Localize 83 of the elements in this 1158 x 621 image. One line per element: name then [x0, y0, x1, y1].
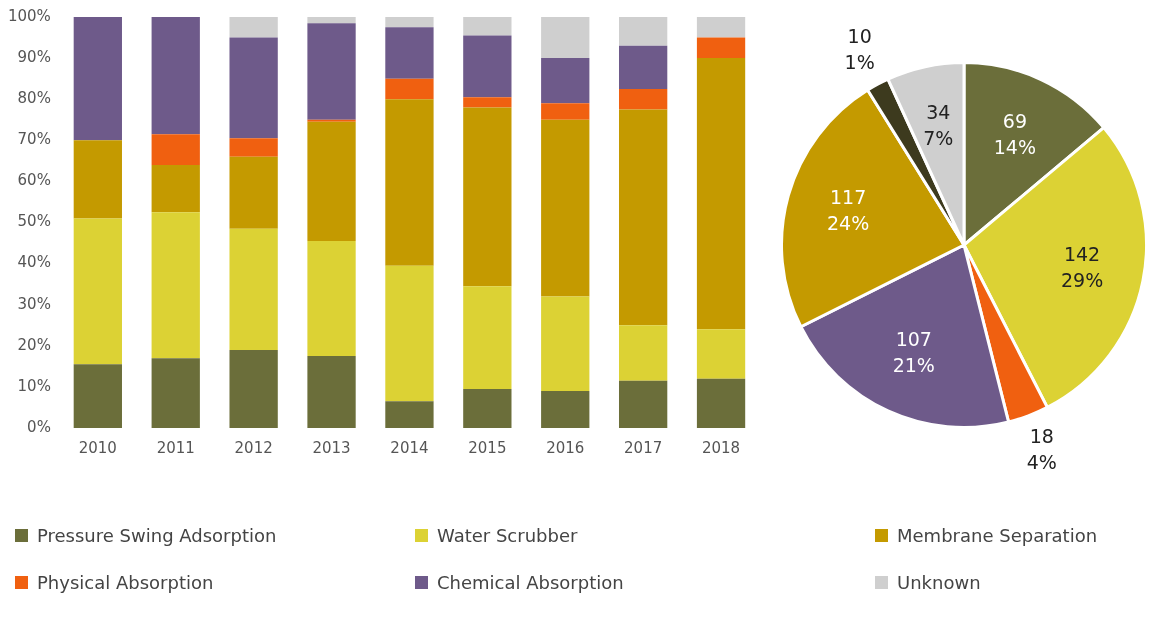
bar — [151, 164, 200, 213]
bar — [619, 88, 668, 110]
data-label: 107 21% — [892, 328, 935, 377]
bar — [463, 97, 512, 108]
bar — [151, 212, 200, 359]
bar — [229, 138, 278, 157]
bar — [696, 17, 746, 38]
y-tick-label: 10% — [17, 376, 51, 395]
x-tick-label: 2012 — [234, 438, 273, 457]
bar — [229, 37, 278, 139]
y-tick-label: 40% — [17, 253, 51, 272]
bar — [229, 156, 278, 229]
bar — [307, 23, 356, 120]
bar — [696, 37, 746, 59]
x-tick-label: 2017 — [624, 438, 663, 457]
bar — [385, 27, 434, 79]
x-tick-label: 2018 — [701, 438, 741, 457]
data-label: 34 7% — [923, 101, 954, 150]
x-tick-label: 2014 — [390, 438, 429, 457]
bar — [463, 35, 512, 98]
legend-label: Membrane Separation — [897, 525, 1098, 546]
y-tick-label: 80% — [17, 89, 51, 108]
bar — [541, 391, 590, 428]
bar — [696, 378, 746, 428]
bar — [541, 296, 590, 392]
data-label: 69 14% — [993, 109, 1036, 158]
bar — [307, 356, 356, 428]
legend-label: Water Scrubber — [437, 525, 578, 546]
x-tick-label: 2015 — [468, 438, 507, 457]
bar — [619, 380, 668, 428]
bar — [541, 58, 590, 104]
bar — [619, 109, 668, 326]
bar — [151, 134, 200, 165]
x-tick-label: 2016 — [546, 438, 585, 457]
bar — [229, 349, 278, 428]
data-label: 142 29% — [1060, 242, 1104, 291]
bar — [619, 45, 668, 89]
data-label: 18 4% — [1026, 425, 1057, 474]
bar — [463, 17, 512, 36]
x-tick-label: 2010 — [78, 438, 117, 457]
bar — [307, 17, 356, 24]
bar — [463, 107, 512, 287]
bar — [385, 265, 434, 402]
y-tick-label: 50% — [17, 212, 51, 231]
bar — [696, 58, 746, 330]
bar — [385, 401, 434, 428]
bar — [463, 286, 512, 389]
bar — [151, 358, 200, 428]
bar — [307, 121, 356, 241]
data-label: 117 24% — [826, 186, 870, 235]
bar — [307, 241, 356, 357]
bar — [73, 17, 122, 141]
legend-label: Physical Absorption — [37, 572, 214, 593]
bar — [541, 103, 590, 120]
bar — [229, 17, 278, 38]
bar — [73, 140, 122, 219]
y-tick-label: 0% — [27, 417, 51, 436]
y-tick-label: 30% — [17, 294, 51, 313]
bar — [619, 325, 668, 381]
bar — [73, 218, 122, 365]
y-tick-label: 70% — [17, 130, 51, 149]
bar — [696, 329, 746, 379]
legend-label: Chemical Absorption — [437, 572, 624, 593]
bar — [307, 119, 356, 122]
bar — [151, 17, 200, 135]
bar — [229, 228, 278, 350]
bar — [463, 388, 512, 428]
y-tick-label: 20% — [17, 335, 51, 354]
y-tick-label: 90% — [17, 47, 51, 66]
bar — [385, 78, 434, 100]
bar — [385, 17, 434, 28]
y-tick-label: 100% — [7, 6, 51, 25]
bar — [73, 364, 122, 428]
x-tick-label: 2013 — [312, 438, 351, 457]
y-tick-label: 60% — [17, 171, 51, 190]
bar — [541, 17, 590, 59]
legend-label: Pressure Swing Adsorption — [37, 525, 277, 546]
data-label: 10 1% — [844, 24, 875, 73]
x-tick-label: 2011 — [156, 438, 195, 457]
bar — [619, 17, 668, 46]
bar — [541, 119, 590, 297]
bar — [385, 99, 434, 266]
legend-label: Unknown — [897, 572, 981, 593]
